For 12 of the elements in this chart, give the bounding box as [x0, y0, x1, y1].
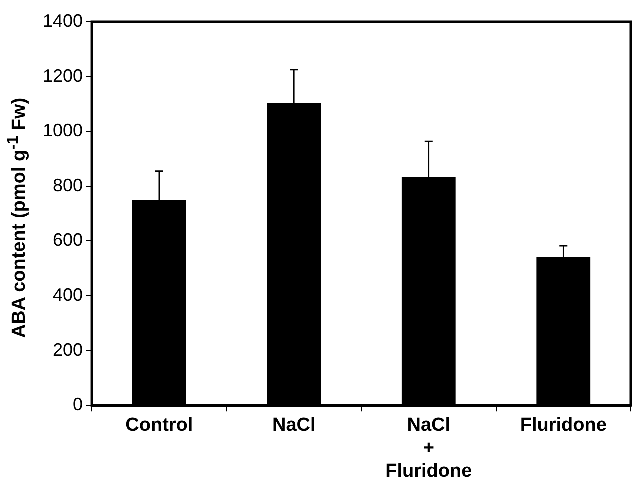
y-tick-label: 0	[73, 394, 84, 415]
x-tick-label: NaCl + Fluridone	[386, 415, 472, 482]
y-tick-label: 800	[52, 175, 84, 196]
y-tick-label: 400	[52, 284, 84, 305]
x-tick-label: NaCl	[272, 415, 316, 436]
x-tick-label: Fluridone	[520, 415, 607, 436]
y-tick-label: 600	[52, 230, 84, 250]
x-tick-label: Control	[126, 415, 194, 436]
y-tick-label: 1200	[42, 66, 84, 86]
y-tick-label: 1000	[42, 120, 84, 141]
y-tick-label: 200	[52, 340, 84, 360]
y-tick-label: 1400	[42, 10, 84, 31]
